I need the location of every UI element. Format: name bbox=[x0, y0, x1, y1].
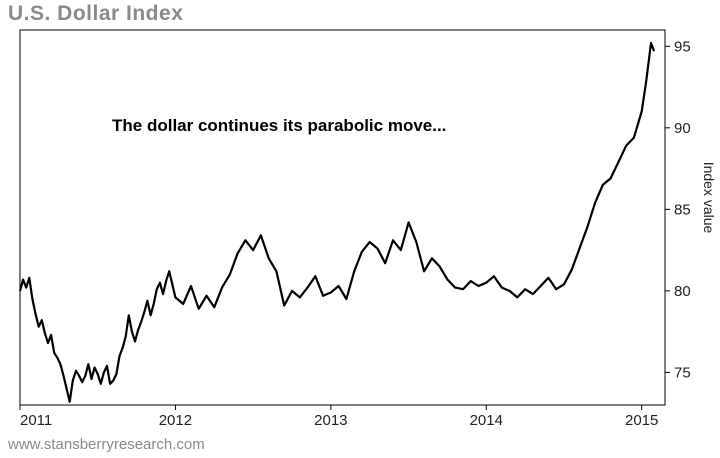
x-tick-label: 2013 bbox=[314, 412, 347, 429]
chart-title: U.S. Dollar Index bbox=[8, 2, 184, 25]
series-line bbox=[18, 41, 656, 403]
x-tick-label: 2015 bbox=[625, 412, 658, 429]
plot-frame bbox=[19, 29, 666, 406]
y-axis: 75 80 85 90 95 bbox=[665, 38, 691, 381]
x-axis: 2011 2012 2013 2014 2015 bbox=[19, 405, 658, 429]
y-axis-title: Index value bbox=[701, 162, 717, 234]
x-tick-label: 2012 bbox=[159, 412, 192, 429]
y-tick-label: 90 bbox=[674, 120, 691, 137]
chart-annotation: The dollar continues its parabolic move.… bbox=[112, 116, 446, 135]
source-credit: www.stansberryresearch.com bbox=[8, 436, 205, 453]
x-tick-label: 2011 bbox=[20, 412, 52, 429]
y-tick-label: 75 bbox=[674, 364, 691, 381]
y-tick-label: 95 bbox=[674, 38, 691, 55]
y-tick-label: 80 bbox=[674, 283, 691, 300]
x-tick-label: 2014 bbox=[470, 412, 503, 429]
y-tick-label: 85 bbox=[674, 201, 691, 218]
